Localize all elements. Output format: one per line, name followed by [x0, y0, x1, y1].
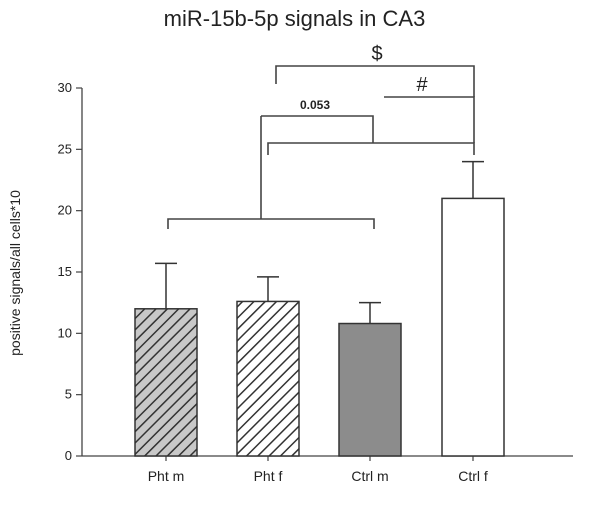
y-tick-label: 0: [65, 448, 72, 463]
bar-ctrl-f: [441, 197, 505, 457]
bar-pht-f: [236, 300, 300, 457]
y-tick-label: 10: [58, 325, 72, 340]
bracket-phtf-ctrlf: [267, 142, 475, 155]
y-tick-label: 30: [58, 80, 72, 95]
y-axis-label: positive signals/all cells*10: [7, 190, 23, 356]
x-tick-label: Ctrl f: [458, 468, 488, 484]
annotation-0053: 0.053: [300, 98, 330, 112]
x-tick-label: Pht m: [148, 468, 185, 484]
x-tick-label: Pht f: [254, 468, 283, 484]
y-tick-label: 20: [58, 203, 72, 218]
y-tick-label: 15: [58, 264, 72, 279]
y-tick-label: 5: [65, 387, 72, 402]
bracket-hash: [384, 96, 475, 143]
bar-ctrl-m: [338, 322, 402, 457]
bar-pht-m: [134, 308, 198, 457]
annotation-hash: #: [416, 74, 428, 96]
bracket-groups: [167, 218, 375, 229]
bracket-0053: [261, 115, 374, 143]
chart-title: miR-15b-5p signals in CA3: [163, 6, 426, 31]
y-tick-label: 25: [58, 141, 72, 156]
x-tick-label: Ctrl m: [351, 468, 388, 484]
bracket-dollar: [275, 65, 475, 97]
annotation-dollar: $: [371, 43, 382, 65]
